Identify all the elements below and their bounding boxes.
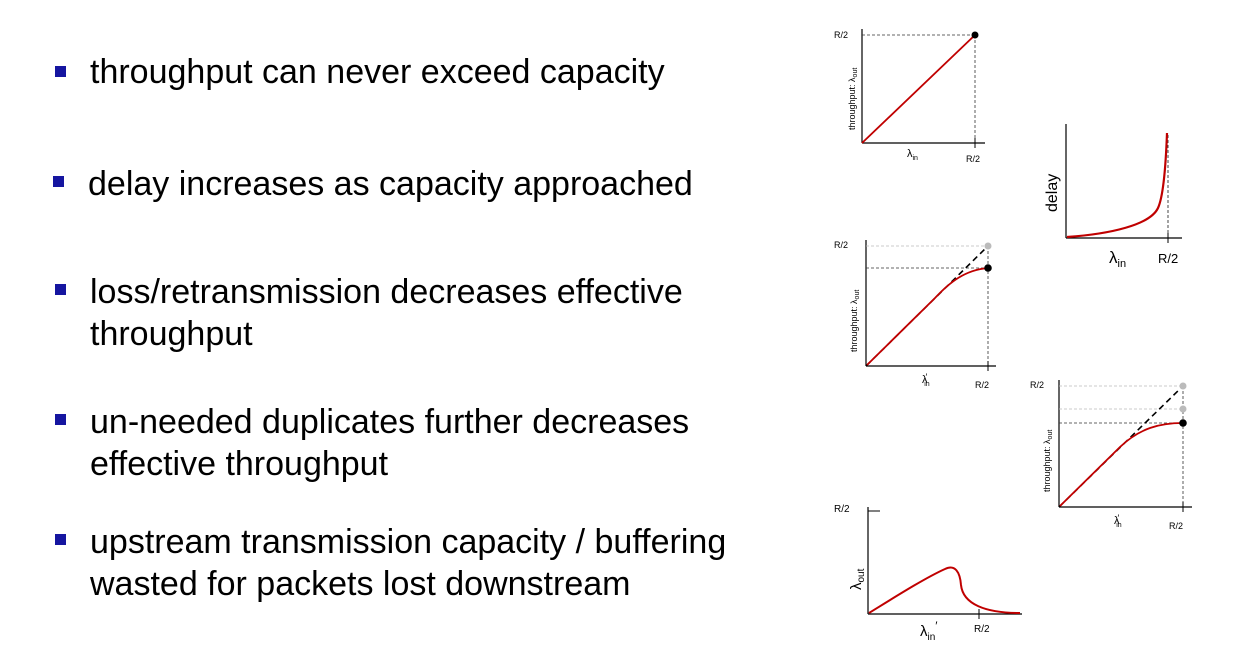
bullet-marker (55, 414, 66, 425)
bullet-text: delay increases as capacity approached (88, 165, 693, 203)
x-tick-label: R/2 (1158, 251, 1178, 266)
bullet-text-line-1: upstream transmission capacity / bufferi… (90, 523, 727, 561)
x-tick-label: R/2 (974, 624, 990, 635)
y-axis-label: throughput: λout (849, 290, 861, 352)
throughput-curve (1059, 422, 1184, 507)
y-axis-label: throughput: λout (1042, 430, 1054, 492)
throughput-point (1179, 419, 1187, 427)
y-axis-label: throughput: λout (847, 68, 859, 130)
bullet-text-line-1: loss/retransmission decreases effective (90, 273, 683, 311)
y-tick-label: R/2 (834, 240, 848, 250)
delay-curve (1066, 132, 1169, 239)
x-axis-label: λin (907, 148, 918, 162)
bullet-text-line-2: effective throughput (90, 445, 389, 483)
y-tick-label: R/2 (834, 30, 848, 40)
congestion-collapse-plot: R/2 R/2 λout λin′ (834, 504, 1022, 643)
bullet-text-line-1: un-needed duplicates further decreases (90, 403, 690, 441)
retransmission-point (1179, 405, 1187, 413)
x-axis-label: λin′ (920, 619, 938, 643)
y-axis-label: λout (848, 568, 867, 590)
x-tick-label: R/2 (975, 380, 989, 390)
throughput-linear-plot: R/2 R/2 throughput: λout λin (834, 29, 985, 164)
throughput-curve (866, 267, 989, 366)
bullet-list: throughput can never exceed capacity del… (53, 53, 727, 603)
y-tick-label: R/2 (1030, 380, 1044, 390)
throughput-point (984, 264, 992, 272)
x-axis-label: λ′ in (922, 372, 930, 388)
throughput-collapse-curve (868, 566, 1021, 614)
y-tick-label: R/2 (834, 504, 850, 515)
x-tick-label: R/2 (1169, 521, 1183, 531)
bullet-text-line-2: throughput (90, 315, 253, 353)
capacity-point (984, 242, 992, 250)
bullet-marker (55, 66, 66, 77)
x-axis-label: λ′ in (1114, 513, 1122, 529)
throughput-retransmission-plot: R/2 R/2 throughput: λout λ′ in (834, 240, 996, 390)
capacity-point (1179, 382, 1187, 390)
bullet-text-line-2: wasted for packets lost downstream (90, 565, 631, 603)
ideal-throughput-line (1058, 385, 1184, 508)
throughput-duplicates-plot: R/2 R/2 throughput: λout λ′ in (1030, 380, 1192, 531)
delay-plot: delay R/2 λin (1044, 124, 1182, 270)
throughput-curve (861, 34, 976, 144)
capacity-point (971, 31, 979, 39)
x-tick-label: R/2 (966, 154, 980, 164)
x-axis-label: λin (1109, 248, 1126, 270)
bullet-marker (55, 284, 66, 295)
bullet-marker (53, 176, 64, 187)
y-axis-label: delay (1044, 174, 1061, 212)
bullet-marker (55, 534, 66, 545)
bullet-text: throughput can never exceed capacity (90, 53, 665, 91)
